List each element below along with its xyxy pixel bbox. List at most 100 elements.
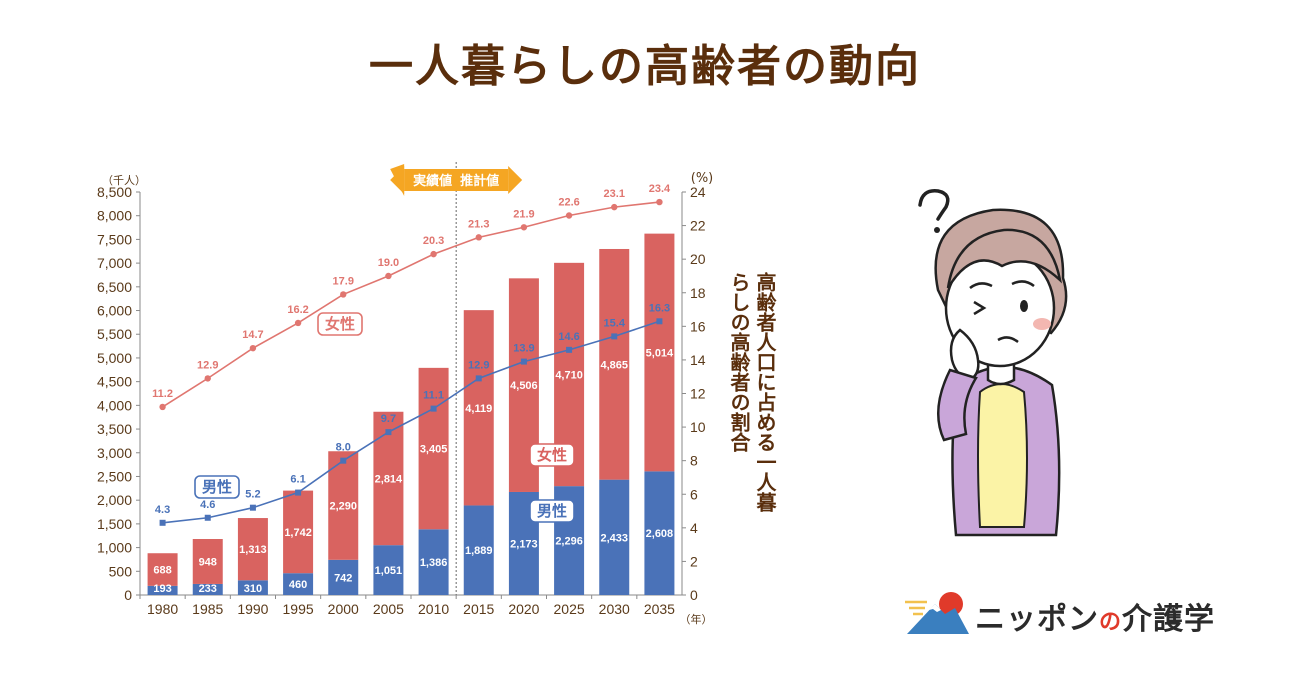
bar-male-label: 2,433 (600, 532, 628, 544)
bar-female (147, 553, 178, 586)
left-tick-label: 500 (109, 563, 133, 579)
bar-female-label: 5,014 (646, 347, 674, 359)
left-tick-label: 3,000 (97, 445, 132, 461)
brand-logo: ニッポンの介護学 (905, 590, 1265, 640)
point-male-label: 16.3 (649, 302, 670, 314)
point-male-label: 4.6 (200, 499, 215, 511)
left-tick-label: 5,500 (97, 326, 132, 342)
point-female-label: 14.7 (242, 329, 263, 341)
point-female-label: 21.9 (513, 208, 534, 220)
point-male (656, 318, 663, 325)
right-tick-label: 2 (690, 553, 698, 569)
bar-female (283, 490, 314, 574)
bar-female (328, 451, 359, 560)
point-female (611, 203, 618, 211)
right-axis-unit: (%) (691, 171, 714, 186)
bar-female-label: 688 (153, 565, 171, 577)
actual-label: 実績値 (413, 173, 452, 189)
bar-female-label: 4,710 (555, 369, 583, 381)
x-tick-label: 1990 (237, 601, 268, 617)
point-male-label: 5.2 (245, 489, 260, 501)
point-male (520, 358, 527, 365)
bar-male-label: 742 (334, 572, 352, 584)
x-tick-label: 2020 (508, 601, 539, 617)
line-male (162, 320, 660, 524)
point-male-label: 11.1 (423, 390, 444, 402)
left-tick-label: 1,000 (97, 540, 132, 556)
bar-female-label: 1,742 (284, 527, 312, 539)
bar-female-label: 4,865 (600, 359, 628, 371)
point-male (566, 346, 573, 353)
bar-male (237, 580, 268, 595)
x-tick-label: 2015 (463, 601, 494, 617)
bar-male-label: 460 (289, 579, 307, 591)
bar-female (644, 233, 675, 472)
right-tick-label: 20 (690, 251, 706, 267)
point-female-label: 21.3 (468, 218, 489, 230)
line-female (162, 201, 660, 408)
bar-male-label: 233 (199, 583, 217, 595)
point-male (159, 519, 166, 526)
bar-male (328, 559, 359, 595)
legend-female-line: 女性 (325, 315, 355, 333)
bar-female-label: 3,405 (420, 444, 448, 456)
bar-male-label: 310 (244, 583, 262, 595)
point-male-label: 15.4 (604, 317, 626, 329)
left-tick-label: 2,000 (97, 492, 132, 508)
bar-female (192, 539, 223, 584)
right-tick-label: 16 (690, 318, 706, 334)
x-tick-label: 2005 (373, 601, 404, 617)
x-tick-label: 1985 (192, 601, 223, 617)
point-male (475, 375, 482, 382)
legend-female-line-box (317, 312, 363, 336)
x-tick-label: 1980 (147, 601, 178, 617)
point-female (294, 319, 302, 327)
point-female-label: 11.2 (152, 388, 173, 400)
point-female-label: 19.0 (378, 257, 399, 269)
bar-male (192, 583, 223, 595)
bar-female (237, 518, 268, 581)
bar-female (599, 248, 630, 480)
left-tick-label: 0 (124, 587, 132, 603)
bar-male-label: 2,173 (510, 538, 538, 550)
point-male (430, 405, 437, 412)
point-male (611, 333, 618, 340)
point-male-label: 14.6 (558, 331, 579, 343)
x-tick-label: 2000 (328, 601, 359, 617)
point-female (249, 344, 257, 352)
x-tick-label: 2030 (599, 601, 630, 617)
point-female-label: 17.9 (333, 275, 354, 287)
bar-female (418, 367, 449, 530)
point-male (249, 504, 256, 511)
arrow-right-icon (508, 166, 523, 194)
point-male (204, 514, 211, 521)
point-male-label: 4.3 (155, 504, 170, 516)
point-male-label: 9.7 (381, 413, 396, 425)
point-female (204, 375, 211, 382)
fuji-logo-icon (905, 592, 969, 634)
point-female-label: 23.4 (649, 183, 671, 195)
point-male (295, 489, 302, 496)
point-female (656, 198, 663, 206)
x-tick-label: 1995 (283, 601, 314, 617)
left-tick-label: 7,500 (97, 231, 132, 247)
right-tick-label: 24 (690, 184, 706, 200)
point-female-label: 22.6 (558, 197, 579, 209)
right-tick-label: 4 (690, 520, 698, 536)
point-female (385, 272, 392, 280)
bar-female-label: 1,313 (239, 544, 267, 556)
point-female (565, 212, 573, 219)
point-female (430, 250, 437, 258)
brand-name: ニッポンの介護学 (975, 602, 1216, 637)
bar-female-label: 4,119 (465, 403, 492, 415)
left-tick-label: 4,500 (97, 374, 132, 390)
left-tick-label: 6,500 (97, 279, 132, 295)
bar-male-label: 2,296 (555, 536, 583, 548)
bar-female-label: 2,290 (329, 501, 357, 513)
point-female (475, 234, 482, 241)
bar-male-label: 193 (153, 583, 171, 595)
bar-male (463, 505, 494, 595)
point-female (520, 224, 528, 231)
right-tick-label: 18 (690, 285, 706, 301)
